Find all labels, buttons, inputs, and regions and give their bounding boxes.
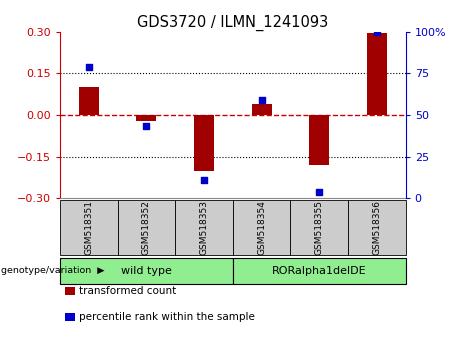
Text: RORalpha1delDE: RORalpha1delDE	[272, 266, 366, 276]
Text: GSM518355: GSM518355	[315, 200, 324, 255]
Text: GSM518353: GSM518353	[200, 200, 208, 255]
Bar	[79, 87, 99, 115]
Text: percentile rank within the sample: percentile rank within the sample	[79, 312, 255, 322]
Point	[373, 30, 381, 35]
Point	[258, 97, 266, 103]
Bar	[309, 115, 329, 165]
Text: GSM518354: GSM518354	[257, 200, 266, 255]
Text: GSM518352: GSM518352	[142, 200, 151, 255]
Title: GDS3720 / ILMN_1241093: GDS3720 / ILMN_1241093	[137, 14, 328, 30]
Text: GSM518351: GSM518351	[84, 200, 93, 255]
Point	[85, 64, 92, 69]
Text: transformed count: transformed count	[79, 286, 177, 296]
Bar	[367, 33, 387, 115]
Text: GSM518356: GSM518356	[372, 200, 381, 255]
Point	[142, 123, 150, 129]
Text: genotype/variation  ▶: genotype/variation ▶	[1, 267, 105, 275]
Point	[315, 189, 323, 195]
Bar	[194, 115, 214, 171]
Bar	[252, 104, 272, 115]
Point	[200, 177, 207, 183]
Bar	[136, 115, 156, 121]
Text: wild type: wild type	[121, 266, 172, 276]
